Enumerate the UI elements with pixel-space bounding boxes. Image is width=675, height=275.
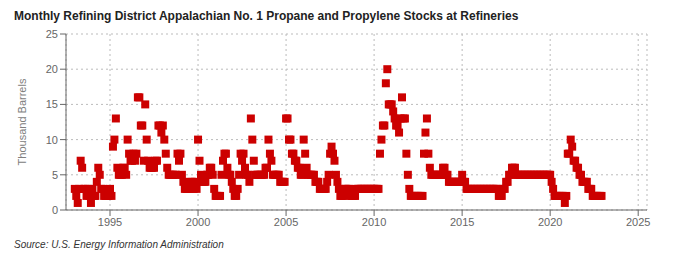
svg-text:1995: 1995 xyxy=(98,216,122,228)
svg-text:2000: 2000 xyxy=(186,216,210,228)
svg-text:0: 0 xyxy=(52,204,58,216)
svg-text:20: 20 xyxy=(46,63,58,75)
svg-text:2015: 2015 xyxy=(450,216,474,228)
svg-text:2020: 2020 xyxy=(538,216,562,228)
svg-text:2025: 2025 xyxy=(626,216,650,228)
html-text:Source: U.S. Energy Informatio: Source: U.S. Energy Information Administ… xyxy=(14,239,224,250)
svg-text:2005: 2005 xyxy=(274,216,298,228)
svg-text:25: 25 xyxy=(46,28,58,40)
svg-text:15: 15 xyxy=(46,98,58,110)
svg-text:10: 10 xyxy=(46,134,58,146)
svg-text:2010: 2010 xyxy=(362,216,386,228)
svg-text:5: 5 xyxy=(52,169,58,181)
svg-text:Thousand Barrels: Thousand Barrels xyxy=(16,78,28,165)
html-text:Monthly Refining District Appa: Monthly Refining District Appalachian No… xyxy=(14,9,519,23)
